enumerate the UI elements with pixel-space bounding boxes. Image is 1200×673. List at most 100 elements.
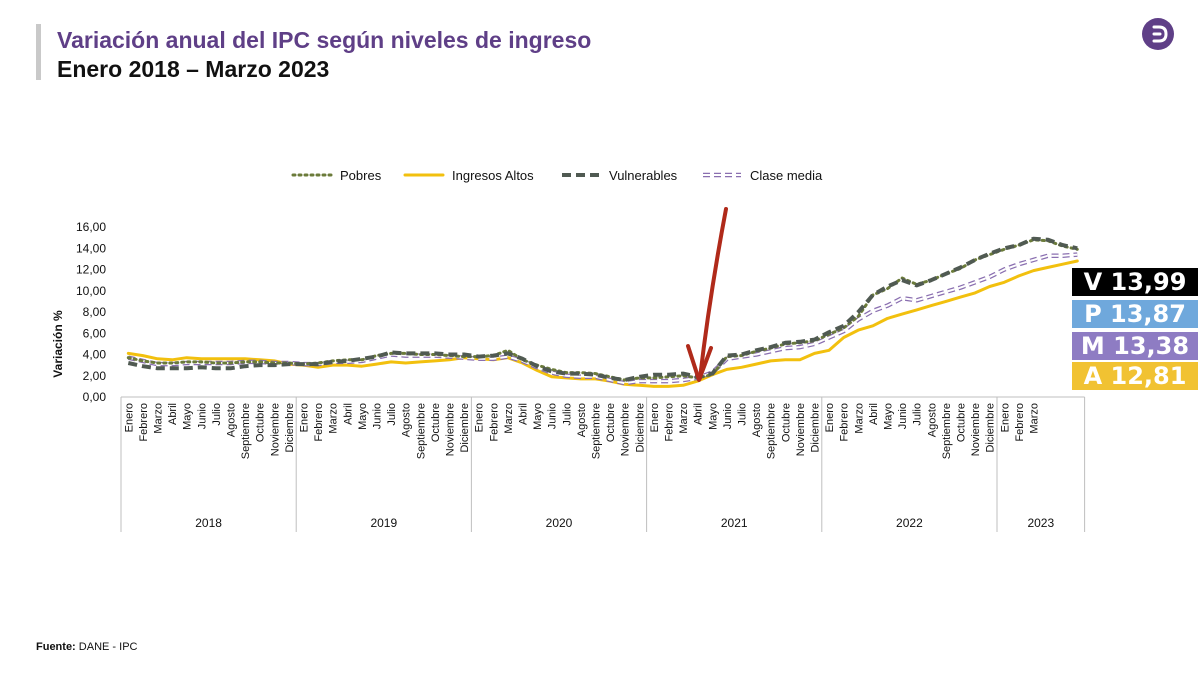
badge-clase-media: M 13,38 [1072, 332, 1198, 360]
y-tick-label: 2,00 [83, 369, 107, 383]
x-tick-label: Octubre [956, 403, 968, 442]
y-tick-label: 16,00 [76, 220, 106, 234]
year-label: 2022 [896, 516, 923, 530]
x-tick-label: Enero [999, 403, 1011, 432]
x-tick-label: Abril [868, 403, 880, 425]
x-tick-label: Noviembre [445, 403, 457, 456]
legend-label: Clase media [750, 168, 823, 183]
x-tick-label: Marzo [853, 403, 865, 434]
legend-label: Vulnerables [609, 168, 678, 183]
x-tick-label: Febrero [664, 403, 676, 442]
y-axis: 0,00 2,00 4,00 6,00 8,00 10,00 12,00 14,00 16,00 [76, 220, 106, 404]
x-tick-label: Mayo [883, 403, 895, 430]
x-tick-label: Febrero [1014, 403, 1026, 442]
x-tick-label: Abril [693, 403, 705, 425]
x-tick-label: Noviembre [970, 403, 982, 456]
x-tick-label: Enero [123, 403, 135, 432]
page-subtitle: Enero 2018 – Marzo 2023 [57, 56, 330, 82]
x-tick-label: Septiembre [415, 403, 427, 459]
x-tick-label: Noviembre [269, 403, 281, 456]
chart-legend: Pobres Ingresos Altos Vulnerables Clase med… [291, 168, 823, 183]
x-tick-label: Marzo [153, 403, 165, 434]
x-tick-label: Noviembre [620, 403, 632, 456]
year-label: 2023 [1027, 516, 1054, 530]
y-tick-label: 12,00 [76, 263, 106, 277]
legend-label: Pobres [340, 168, 382, 183]
y-tick-label: 8,00 [83, 305, 107, 319]
x-tick-label: Junio [547, 403, 559, 429]
x-tick-label: Agosto [226, 403, 238, 437]
x-tick-label: Marzo [678, 403, 690, 434]
x-tick-label: Diciembre [985, 403, 997, 453]
badge-vulnerables: V 13,99 [1072, 268, 1198, 296]
x-tick-label: Enero [299, 403, 311, 432]
page-title: Variación anual del IPC según niveles de… [57, 27, 592, 53]
x-tick-label: Diciembre [284, 403, 296, 453]
x-tick-label: Septiembre [766, 403, 778, 459]
source-note: Fuente: DANE - IPC [36, 641, 137, 653]
y-tick-label: 0,00 [83, 390, 107, 404]
x-tick-label: Octubre [255, 403, 267, 442]
source-value: DANE - IPC [78, 641, 138, 653]
year-label: 2018 [195, 516, 222, 530]
brand-logo [1142, 18, 1174, 50]
x-tick-label: Agosto [576, 403, 588, 437]
x-tick-label: Abril [167, 403, 179, 425]
y-tick-label: 6,00 [83, 326, 107, 340]
x-tick-label: Mayo [182, 403, 194, 430]
x-tick-label: Agosto [751, 403, 763, 437]
x-tick-label: Marzo [1029, 403, 1041, 434]
x-tick-label: Julio [561, 403, 573, 426]
x-tick-label: Mayo [357, 403, 369, 430]
x-tick-label: Enero [474, 403, 486, 432]
x-tick-label: Diciembre [810, 403, 822, 453]
x-tick-label: Junio [722, 403, 734, 429]
year-label: 2020 [546, 516, 573, 530]
y-tick-label: 10,00 [76, 284, 106, 298]
chart-series [126, 236, 1079, 388]
x-tick-label: Junio [196, 403, 208, 429]
x-tick-label: Julio [737, 403, 749, 426]
x-tick-label: Octubre [430, 403, 442, 442]
x-tick-label: Marzo [503, 403, 515, 434]
x-tick-label: Mayo [707, 403, 719, 430]
x-tick-label: Septiembre [591, 403, 603, 459]
annotation-arrowhead-icon [686, 344, 713, 382]
brand-logo-icon [1152, 25, 1168, 43]
x-tick-label: Julio [211, 403, 223, 426]
x-tick-label: Septiembre [941, 403, 953, 459]
legend-label: Ingresos Altos [452, 168, 534, 183]
badge-pobres: P 13,87 [1072, 300, 1198, 328]
series-line-pobres [126, 238, 1079, 382]
x-tick-label: Octubre [780, 403, 792, 442]
x-tick-label: Junio [372, 403, 384, 429]
x-tick-label: Febrero [313, 403, 325, 442]
x-tick-label: Noviembre [795, 403, 807, 456]
x-tick-label: Diciembre [634, 403, 646, 453]
badge-ingresos-altos: A 12,81 [1072, 362, 1198, 390]
y-tick-label: 14,00 [76, 241, 106, 255]
source-label: Fuente: [36, 641, 76, 653]
year-label: 2019 [370, 516, 397, 530]
x-tick-label: Febrero [138, 403, 150, 442]
x-tick-label: Junio [897, 403, 909, 429]
x-tick-label: Abril [518, 403, 530, 425]
year-label: 2021 [721, 516, 748, 530]
x-tick-label: Diciembre [459, 403, 471, 453]
x-tick-label: Febrero [839, 403, 851, 442]
annotation-arrow-icon [698, 207, 728, 380]
series-line-vulnerables [127, 236, 1078, 382]
x-tick-label: Enero [649, 403, 661, 432]
x-tick-label: Agosto [926, 403, 938, 437]
x-axis: Enero Febrero Marzo Abril Mayo Junio Julio Agos… [120, 396, 1086, 532]
x-tick-label: Agosto [401, 403, 413, 437]
x-tick-label: Septiembre [240, 403, 252, 459]
x-tick-label: Enero [824, 403, 836, 432]
x-tick-label: Marzo [328, 403, 340, 434]
x-tick-label: Julio [912, 403, 924, 426]
y-axis-label: Variación % [51, 310, 65, 378]
x-tick-label: Julio [386, 403, 398, 426]
x-tick-label: Octubre [605, 403, 617, 442]
x-tick-label: Abril [342, 403, 354, 425]
